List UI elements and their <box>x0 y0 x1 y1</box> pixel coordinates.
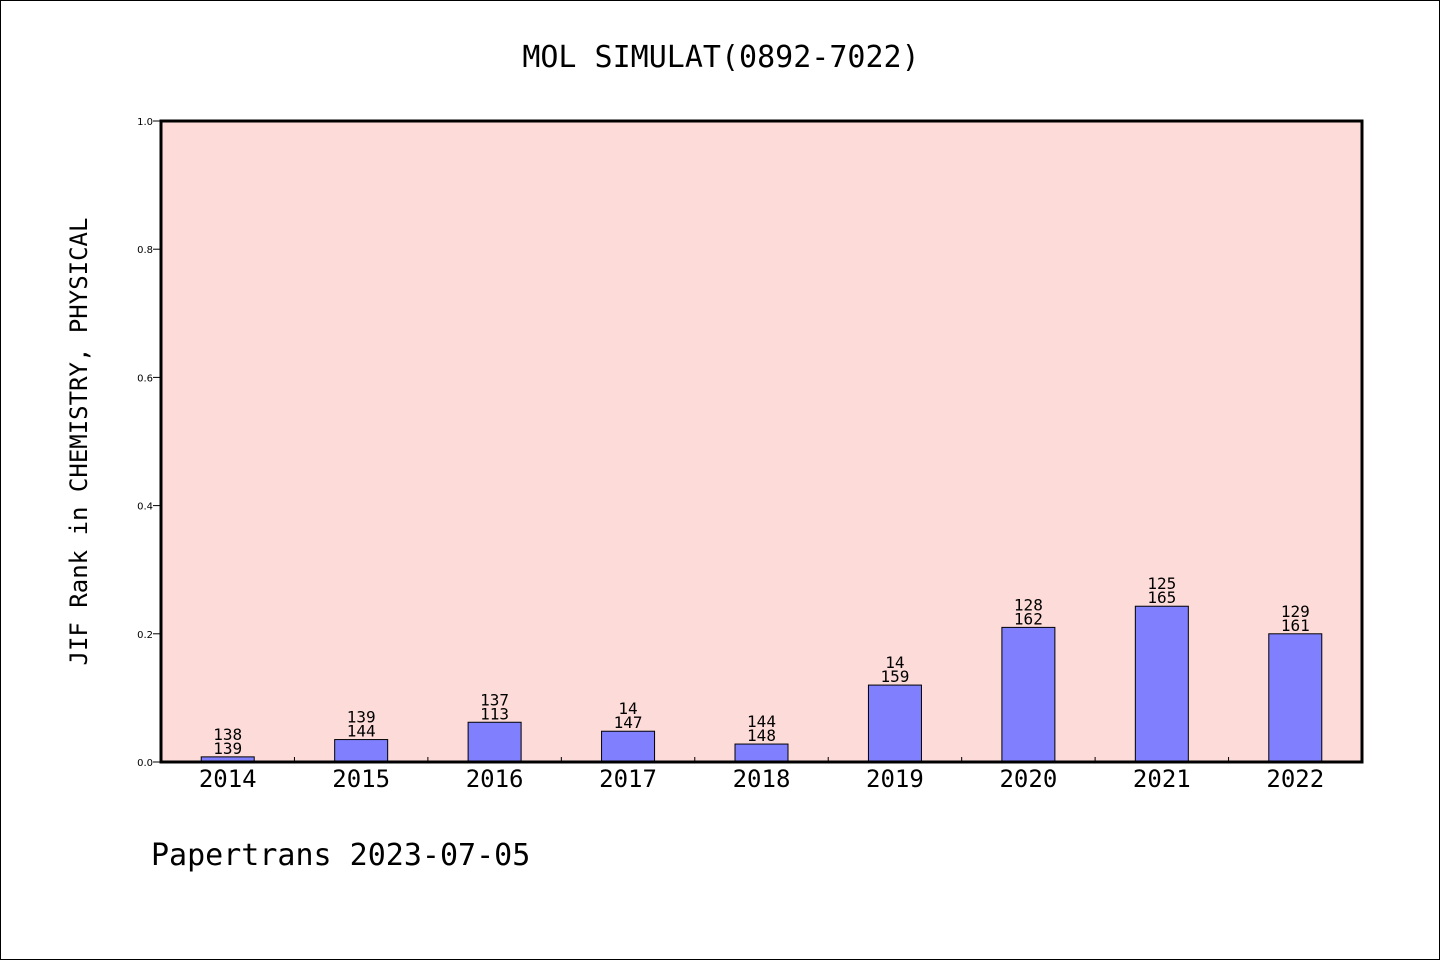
bar-label-top: 129 <box>1281 602 1310 621</box>
bar-label-bottom: 144 <box>347 722 376 741</box>
y-tick-label: 1.0 <box>137 117 153 128</box>
plot-border <box>159 119 1364 764</box>
bar-label-top: 125 <box>1147 574 1176 593</box>
x-tick-label: 2021 <box>1133 765 1191 793</box>
footer-text: Papertrans 2023-07-05 <box>151 838 530 873</box>
y-axis-label: JIF Rank in CHEMISTRY, PHYSICAL <box>65 218 93 666</box>
x-tick-label: 2018 <box>733 765 791 793</box>
bar-2022 <box>1268 633 1323 763</box>
x-tick-label: 2020 <box>999 765 1057 793</box>
bar-2015 <box>334 739 389 763</box>
bar-2017 <box>601 730 656 763</box>
bar-label-bottom: 147 <box>614 713 643 732</box>
bar-label-top: 144 <box>747 712 776 731</box>
bar-label-bottom: 159 <box>880 667 909 686</box>
bar-label-top: 138 <box>213 725 242 744</box>
bar-label-bottom: 148 <box>747 726 776 745</box>
bar-2020 <box>1001 626 1056 763</box>
chart-title: MOL SIMULAT(0892-7022) <box>522 40 919 75</box>
bar-2019 <box>867 684 922 763</box>
bar-label-top: 128 <box>1014 595 1043 614</box>
bar-label-top: 137 <box>480 690 509 709</box>
y-tick-label: 0.2 <box>137 630 153 641</box>
bar-label-bottom: 113 <box>480 704 509 723</box>
x-tick-label: 2014 <box>199 765 257 793</box>
bar-label-bottom: 161 <box>1281 616 1310 635</box>
axes-group: 2014 2015 2016 2017 2018 2019 2020 2021 2022 0.0 0… <box>137 117 1364 793</box>
x-tick-label: 2022 <box>1266 765 1324 793</box>
bar-label-top: 14 <box>885 653 904 672</box>
y-tick-label: 0.6 <box>137 373 153 384</box>
bar-label-bottom: 165 <box>1147 588 1176 607</box>
y-tick-label: 0.8 <box>137 245 153 256</box>
x-tick-label: 2016 <box>466 765 524 793</box>
bar-label-bottom: 139 <box>213 739 242 758</box>
bar-label-bottom: 162 <box>1014 609 1043 628</box>
bar-2018 <box>734 743 789 763</box>
bar-label-top: 14 <box>618 699 637 718</box>
bar-2016 <box>467 721 522 763</box>
x-tick-label: 2017 <box>599 765 657 793</box>
y-tick-label: 0.4 <box>137 502 153 513</box>
bar-label-top: 139 <box>347 708 376 727</box>
x-tick-label: 2015 <box>332 765 390 793</box>
bar-2021 <box>1134 605 1189 763</box>
y-tick-label: 0.0 <box>137 758 153 769</box>
x-tick-label: 2019 <box>866 765 924 793</box>
